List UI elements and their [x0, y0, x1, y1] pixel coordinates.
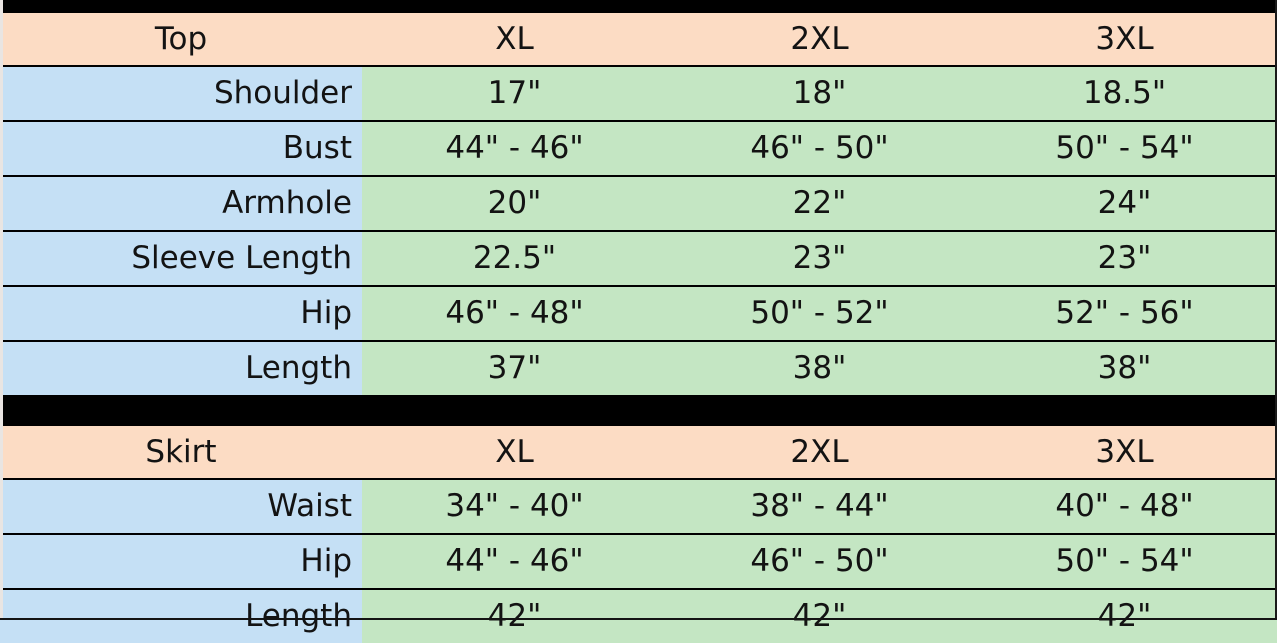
- value-length-top-2xl: 38": [667, 340, 972, 395]
- measurement-label-length-top: Length: [0, 340, 362, 395]
- value-waist-2xl: 38" - 44": [667, 478, 972, 535]
- value-armhole-2xl: 22": [667, 175, 972, 232]
- value-sleeve-length-2xl: 23": [667, 230, 972, 287]
- measurement-label-hip-skirt: Hip: [0, 533, 362, 590]
- right-edge-rule: [1275, 0, 1277, 620]
- value-waist-xl: 34" - 40": [362, 478, 667, 535]
- top-table-header-row: Top XL 2XL 3XL: [0, 13, 1277, 67]
- value-armhole-3xl: 24": [972, 175, 1277, 232]
- value-shoulder-xl: 17": [362, 65, 667, 122]
- value-hip-top-3xl: 52" - 56": [972, 285, 1277, 342]
- measurement-label-bust: Bust: [0, 120, 362, 177]
- value-length-skirt-2xl: 42": [667, 588, 972, 643]
- table-row: Sleeve Length 22.5" 23" 23": [0, 230, 1277, 287]
- value-hip-top-2xl: 50" - 52": [667, 285, 972, 342]
- table-row: Bust 44" - 46" 46" - 50" 50" - 54": [0, 120, 1277, 177]
- skirt-category-label: Skirt: [0, 426, 362, 480]
- value-sleeve-length-3xl: 23": [972, 230, 1277, 287]
- value-hip-skirt-2xl: 46" - 50": [667, 533, 972, 590]
- measurement-label-armhole: Armhole: [0, 175, 362, 232]
- value-bust-3xl: 50" - 54": [972, 120, 1277, 177]
- bottom-edge-rule: [0, 618, 1277, 620]
- top-separator-bar: [0, 0, 1277, 13]
- top-size-header-3xl: 3XL: [972, 13, 1277, 67]
- value-bust-xl: 44" - 46": [362, 120, 667, 177]
- value-shoulder-3xl: 18.5": [972, 65, 1277, 122]
- measurement-label-shoulder: Shoulder: [0, 65, 362, 122]
- value-hip-top-xl: 46" - 48": [362, 285, 667, 342]
- skirt-size-header-2xl: 2XL: [667, 426, 972, 480]
- value-armhole-xl: 20": [362, 175, 667, 232]
- value-length-skirt-3xl: 42": [972, 588, 1277, 643]
- value-length-top-3xl: 38": [972, 340, 1277, 395]
- value-waist-3xl: 40" - 48": [972, 478, 1277, 535]
- measurement-label-sleeve-length: Sleeve Length: [0, 230, 362, 287]
- value-length-skirt-xl: 42": [362, 588, 667, 643]
- measurement-label-length-skirt: Length: [0, 588, 362, 643]
- value-bust-2xl: 46" - 50": [667, 120, 972, 177]
- top-size-table: Top XL 2XL 3XL Shoulder 17" 18" 18.5" Bu…: [0, 13, 1277, 395]
- table-row: Waist 34" - 40" 38" - 44" 40" - 48": [0, 478, 1277, 535]
- section-separator-bar: [0, 395, 1277, 426]
- left-edge-gutter: [0, 0, 3, 620]
- top-category-label: Top: [0, 13, 362, 67]
- top-size-header-2xl: 2XL: [667, 13, 972, 67]
- table-row: Armhole 20" 22" 24": [0, 175, 1277, 232]
- value-hip-skirt-xl: 44" - 46": [362, 533, 667, 590]
- table-row: Hip 46" - 48" 50" - 52" 52" - 56": [0, 285, 1277, 342]
- value-shoulder-2xl: 18": [667, 65, 972, 122]
- top-size-header-xl: XL: [362, 13, 667, 67]
- measurement-label-hip-top: Hip: [0, 285, 362, 342]
- table-row: Hip 44" - 46" 46" - 50" 50" - 54": [0, 533, 1277, 590]
- value-length-top-xl: 37": [362, 340, 667, 395]
- skirt-table-header-row: Skirt XL 2XL 3XL: [0, 426, 1277, 480]
- skirt-size-header-xl: XL: [362, 426, 667, 480]
- value-sleeve-length-xl: 22.5": [362, 230, 667, 287]
- skirt-size-header-3xl: 3XL: [972, 426, 1277, 480]
- table-row: Length 37" 38" 38": [0, 340, 1277, 395]
- value-hip-skirt-3xl: 50" - 54": [972, 533, 1277, 590]
- measurement-label-waist: Waist: [0, 478, 362, 535]
- table-row: Length 42" 42" 42": [0, 588, 1277, 643]
- table-row: Shoulder 17" 18" 18.5": [0, 65, 1277, 122]
- skirt-size-table: Skirt XL 2XL 3XL Waist 34" - 40" 38" - 4…: [0, 426, 1277, 643]
